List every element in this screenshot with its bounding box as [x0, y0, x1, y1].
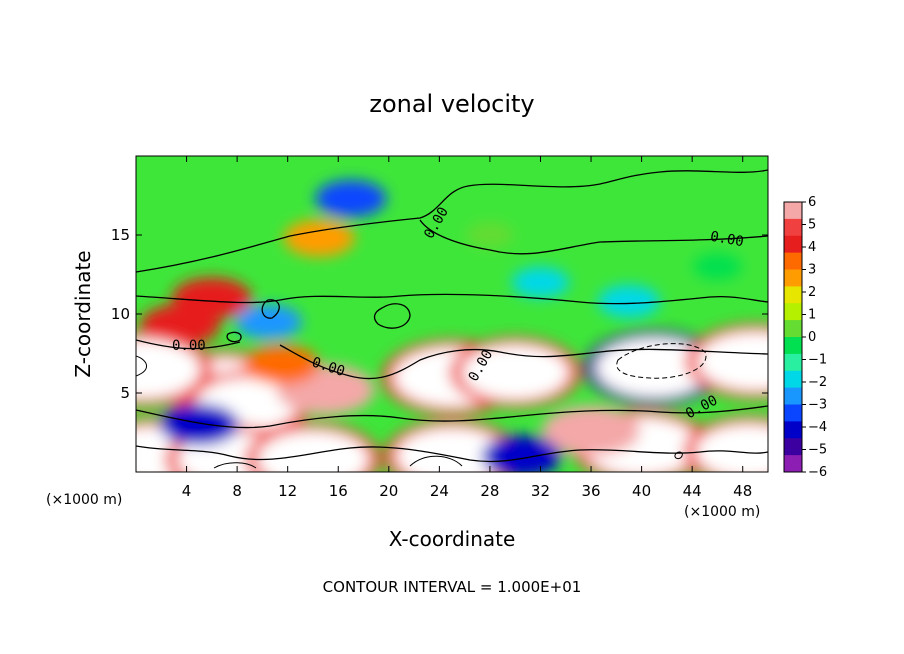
colorbar-segment [784, 387, 802, 405]
x-tick-label: 12 [278, 482, 297, 500]
chart-title: zonal velocity [369, 90, 534, 118]
colorbar-segment [784, 404, 802, 422]
contour-line [136, 339, 241, 350]
contour-line [373, 303, 411, 329]
x-tick-label: 24 [430, 482, 449, 500]
contour-line [136, 445, 768, 463]
colorbar-segment [784, 353, 802, 372]
velocity-cell [235, 304, 302, 340]
velocity-cell [465, 221, 515, 249]
contour-interval-note: CONTOUR INTERVAL = 1.000E+01 [323, 578, 582, 596]
y-ticks: 5 10 15 [111, 226, 768, 402]
velocity-cell [136, 339, 201, 399]
colorbar-label: 2 [808, 285, 816, 300]
colorbar-label: −5 [808, 443, 827, 458]
x-tick-label: 48 [733, 482, 752, 500]
colorbar-segment [784, 421, 802, 439]
negative-contour [616, 343, 707, 379]
velocity-cell [511, 267, 570, 298]
colorbar-label: 3 [808, 263, 816, 278]
x-unit-left: (×1000 m) [46, 492, 122, 508]
secondary-contours [136, 343, 707, 469]
contour-line [136, 405, 768, 429]
x-tick-label: 32 [531, 482, 550, 500]
velocity-cell [481, 435, 562, 472]
colorbar-label: 6 [808, 195, 816, 210]
colorbar-segment [784, 286, 802, 304]
velocity-cell [283, 219, 355, 257]
colorbar-segment [784, 303, 802, 321]
x-tick-label: 4 [182, 482, 192, 500]
colorbar-segment [784, 455, 802, 473]
y-tick-label: 5 [120, 384, 130, 402]
positive-contour [213, 462, 257, 469]
colorbar-segment [784, 202, 802, 220]
velocity-cell [315, 180, 387, 218]
x-tick-label: 40 [632, 482, 651, 500]
x-tick-label: 28 [480, 482, 499, 500]
colorbar: 6 5 4 3 2 1 0 −1 −2 −3 −4 −5 −6 [783, 195, 827, 480]
x-tick-label: 36 [581, 482, 600, 500]
x-tick-label: 44 [683, 482, 702, 500]
contour-line [226, 331, 242, 343]
velocity-cell [596, 338, 713, 398]
x-axis-label: X-coordinate [389, 527, 516, 551]
colorbar-segment [784, 252, 802, 270]
colorbar-segment [784, 337, 802, 355]
colorbar-label: 1 [808, 308, 816, 323]
contour-label: 0.00 [172, 338, 206, 354]
zero-contours [136, 169, 768, 463]
plot-area: 0.00 0.00 0.00 0.00 0.00 0.00 4 8 12 16 20 24… [111, 155, 769, 500]
colorbar-segment [784, 320, 802, 338]
velocity-cell [257, 430, 369, 472]
colorbar-segment [784, 269, 802, 287]
contour-label: 0.00 [709, 229, 745, 251]
colorbar-segment [784, 218, 802, 237]
contour-line [136, 293, 768, 305]
colorbar-segment [784, 370, 802, 389]
positive-contour [409, 455, 463, 467]
velocity-cell [695, 424, 768, 472]
velocity-cell [542, 405, 641, 457]
y-axis-label: Z-coordinate [71, 250, 95, 377]
colorbar-label: 5 [808, 218, 816, 233]
velocity-field [136, 180, 768, 472]
x-unit-right: (×1000 m) [684, 504, 760, 520]
colorbar-label: −4 [808, 420, 827, 435]
positive-contour [674, 451, 683, 459]
colorbar-segment [784, 438, 802, 456]
velocity-cell [697, 331, 768, 391]
colorbar-label: −2 [808, 375, 827, 390]
x-tick-label: 20 [379, 482, 398, 500]
contour-line [419, 219, 768, 255]
colorbar-label: −1 [808, 353, 827, 368]
colorbar-label: 4 [808, 240, 816, 255]
velocity-cell [693, 253, 742, 280]
contour-line [279, 344, 768, 380]
x-tick-label: 8 [232, 482, 242, 500]
y-tick-label: 10 [111, 305, 130, 323]
x-ticks: 4 8 12 16 20 24 28 32 36 40 44 48 [182, 156, 752, 500]
colorbar-label: −6 [808, 465, 827, 480]
colorbar-label: −3 [808, 398, 827, 413]
velocity-cell [597, 284, 660, 318]
velocity-cell [243, 344, 320, 385]
velocity-cell [461, 345, 569, 400]
velocity-cell [159, 403, 240, 446]
colorbar-segment [784, 235, 802, 254]
contour-line [136, 169, 768, 273]
colorbar-label: 0 [808, 330, 816, 345]
x-tick-label: 16 [329, 482, 348, 500]
contour-line [261, 299, 280, 319]
positive-contour [136, 355, 147, 377]
y-tick-label: 15 [111, 226, 130, 244]
